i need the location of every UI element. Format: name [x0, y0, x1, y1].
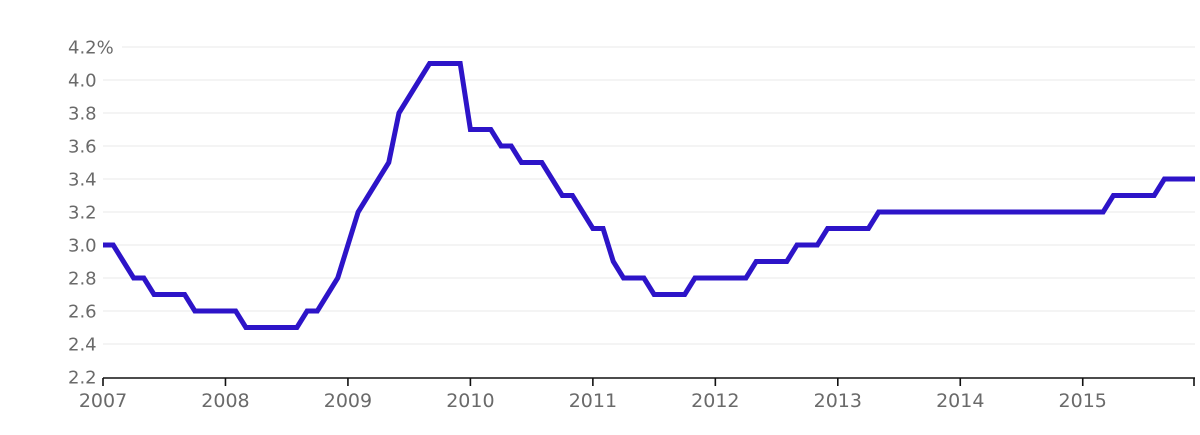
y-axis-tick-label: 3.6	[68, 137, 97, 158]
x-axis-tick-label: 2010	[446, 390, 494, 412]
rate-line-series	[103, 61, 1195, 330]
y-axis-tick-label: 3.0	[68, 236, 97, 257]
y-axis-tick-label: 3.2	[68, 203, 97, 224]
x-axis-tick-label: 2011	[569, 390, 617, 412]
y-axis-tick-label: 2.6	[68, 302, 97, 323]
x-axis-tick-label: 2014	[936, 390, 984, 412]
y-axis-tick-label: 4.2%	[68, 38, 114, 59]
x-axis-tick-label: 2015	[1059, 390, 1107, 412]
x-axis-tick-label: 2007	[79, 390, 127, 412]
rate-line-chart: 4.2% 4.0 3.8 3.6 3.4 3.2 3.0 2.8 2.6 2.4 2.2 2007 20…	[40, 16, 1200, 419]
y-axis-tick-label: 2.4	[68, 335, 97, 356]
x-axis-tick-label: 2012	[691, 390, 739, 412]
x-axis-tick-label: 2013	[814, 390, 862, 412]
y-axis-tick-label: 4.0	[68, 71, 97, 92]
y-axis-tick-label: 3.4	[68, 170, 97, 191]
x-axis-tick-label: 2009	[324, 390, 372, 412]
y-axis-tick-label: 2.8	[68, 269, 97, 290]
y-axis-tick-label: 2.2	[68, 368, 97, 389]
x-axis-tick-label: 2008	[201, 390, 249, 412]
y-axis-tick-label: 3.8	[68, 104, 97, 125]
